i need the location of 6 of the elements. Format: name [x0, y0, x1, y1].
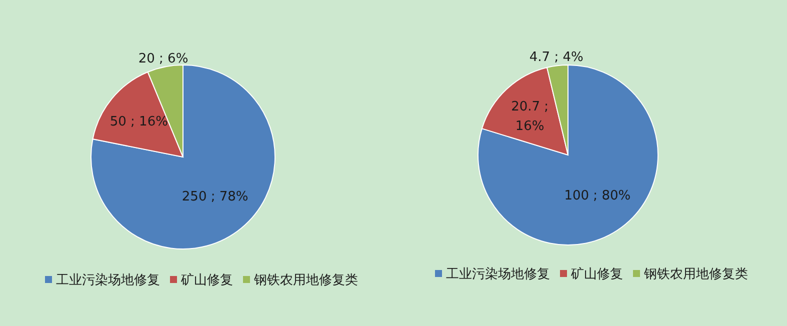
- legend-label: 钢铁农用地修复类: [253, 273, 358, 288]
- legend-label: 矿山修复: [180, 273, 233, 288]
- legend-label: 矿山修复: [570, 267, 623, 282]
- legend-label: 工业污染场地修复: [56, 273, 160, 288]
- legend-label: 工业污染场地修复: [446, 267, 550, 282]
- legend-label: 钢铁农用地修复类: [643, 267, 748, 282]
